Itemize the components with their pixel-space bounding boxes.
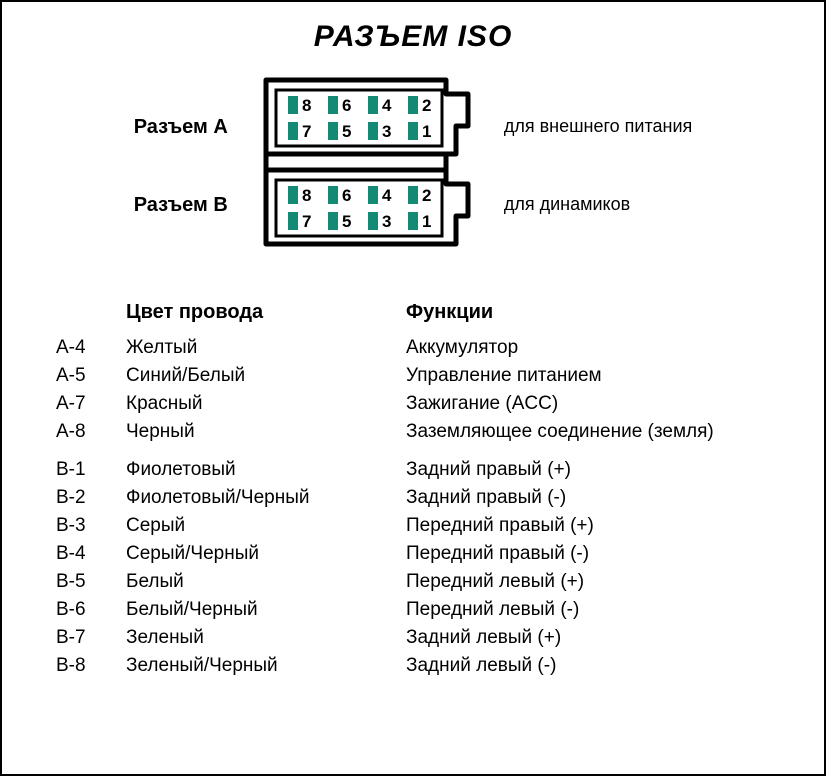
cell-color: Красный	[122, 390, 402, 418]
table-row: B-5БелыйПередний левый (+)	[52, 568, 790, 596]
label-right-b: для динамиков	[504, 170, 692, 240]
cell-func: Передний правый (+)	[402, 512, 790, 540]
cell-pin: B-3	[52, 512, 122, 540]
connector-diagram: Разъем А Разъем B 8 6 4 2 7 5 3 1 8 6 4 2 7 5 3 1 для в…	[8, 74, 818, 269]
table-row: А-7КрасныйЗажигание (ACC)	[52, 390, 790, 418]
cell-pin: B-6	[52, 596, 122, 624]
svg-text:6: 6	[342, 96, 351, 115]
svg-text:1: 1	[422, 122, 431, 141]
cell-func: Задний правый (+)	[402, 456, 790, 484]
table-row: B-4Серый/ЧерныйПередний правый (-)	[52, 540, 790, 568]
cell-pin: B-7	[52, 624, 122, 652]
header-func: Функции	[402, 297, 790, 334]
svg-text:4: 4	[382, 96, 392, 115]
cell-pin: А-5	[52, 362, 122, 390]
cell-func: Передний левый (-)	[402, 596, 790, 624]
svg-text:3: 3	[382, 122, 391, 141]
svg-text:7: 7	[302, 212, 311, 231]
cell-func: Зажигание (ACC)	[402, 390, 790, 418]
cell-color: Белый	[122, 568, 402, 596]
table-row: B-7ЗеленыйЗадний левый (+)	[52, 624, 790, 652]
header-color: Цвет провода	[122, 297, 402, 334]
cell-pin: B-1	[52, 456, 122, 484]
table-row: B-6Белый/ЧерныйПередний левый (-)	[52, 596, 790, 624]
cell-func: Задний левый (+)	[402, 624, 790, 652]
table-row: А-5Синий/БелыйУправление питанием	[52, 362, 790, 390]
pinout-table: Цвет провода Функции А-4ЖелтыйАккумулято…	[8, 297, 818, 680]
table-row: А-8ЧерныйЗаземляющее соединение (земля)	[52, 418, 790, 446]
cell-func: Передний правый (-)	[402, 540, 790, 568]
cell-color: Фиолетовый	[122, 456, 402, 484]
table-row: B-1ФиолетовыйЗадний правый (+)	[52, 456, 790, 484]
cell-color: Серый/Черный	[122, 540, 402, 568]
svg-text:2: 2	[422, 96, 431, 115]
cell-func: Управление питанием	[402, 362, 790, 390]
cell-color: Желтый	[122, 334, 402, 362]
cell-func: Задний правый (-)	[402, 484, 790, 512]
cell-color: Серый	[122, 512, 402, 540]
svg-text:2: 2	[422, 186, 431, 205]
svg-text:4: 4	[382, 186, 392, 205]
table-row: А-4ЖелтыйАккумулятор	[52, 334, 790, 362]
cell-color: Фиолетовый/Черный	[122, 484, 402, 512]
cell-func: Заземляющее соединение (земля)	[402, 418, 790, 446]
label-connector-a: Разъем А	[134, 92, 228, 162]
cell-color: Синий/Белый	[122, 362, 402, 390]
cell-pin: B-5	[52, 568, 122, 596]
table-row: B-2Фиолетовый/ЧерныйЗадний правый (-)	[52, 484, 790, 512]
cell-pin: А-4	[52, 334, 122, 362]
svg-text:7: 7	[302, 122, 311, 141]
cell-pin: А-7	[52, 390, 122, 418]
svg-text:8: 8	[302, 96, 311, 115]
svg-text:6: 6	[342, 186, 351, 205]
svg-text:3: 3	[382, 212, 391, 231]
cell-func: Задний левый (-)	[402, 652, 790, 680]
page-title: РАЗЪЕМ ISO	[8, 20, 818, 54]
svg-text:1: 1	[422, 212, 431, 231]
svg-text:5: 5	[342, 212, 351, 231]
label-right-a: для внешнего питания	[504, 92, 692, 162]
cell-color: Зеленый/Черный	[122, 652, 402, 680]
svg-text:5: 5	[342, 122, 351, 141]
cell-pin: B-2	[52, 484, 122, 512]
cell-color: Черный	[122, 418, 402, 446]
cell-pin: А-8	[52, 418, 122, 446]
iso-connector-icon: 8 6 4 2 7 5 3 1 8 6 4 2 7 5 3 1	[246, 74, 486, 269]
svg-text:8: 8	[302, 186, 311, 205]
cell-pin: B-4	[52, 540, 122, 568]
label-connector-b: Разъем B	[134, 170, 228, 240]
table-row: B-3СерыйПередний правый (+)	[52, 512, 790, 540]
cell-color: Зеленый	[122, 624, 402, 652]
header-pin	[52, 297, 122, 334]
table-row: B-8Зеленый/ЧерныйЗадний левый (-)	[52, 652, 790, 680]
cell-func: Аккумулятор	[402, 334, 790, 362]
cell-pin: B-8	[52, 652, 122, 680]
cell-color: Белый/Черный	[122, 596, 402, 624]
cell-func: Передний левый (+)	[402, 568, 790, 596]
